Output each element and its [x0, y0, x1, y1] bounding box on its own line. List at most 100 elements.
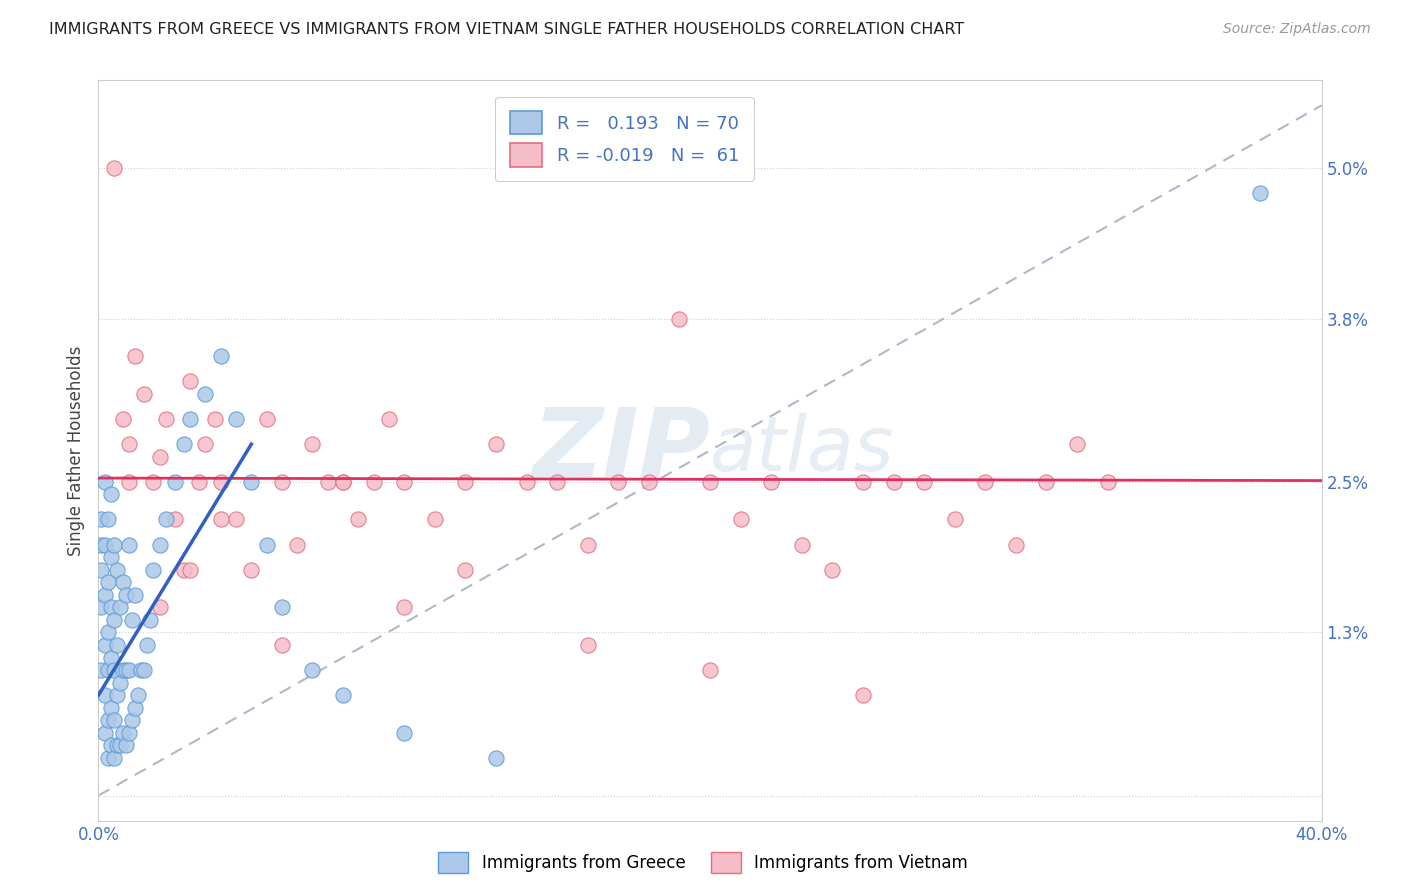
Point: [179, 375, 201, 389]
Point: [1004, 538, 1026, 552]
Point: [149, 538, 172, 552]
Point: [100, 739, 122, 753]
Point: [454, 475, 477, 489]
Point: [100, 650, 122, 665]
Point: [270, 600, 292, 615]
Point: [883, 475, 905, 489]
Point: [124, 700, 146, 714]
Point: [108, 739, 131, 753]
Point: [378, 412, 401, 426]
Point: [163, 475, 186, 489]
Point: [93, 726, 115, 740]
Point: [301, 663, 323, 677]
Point: [127, 688, 149, 702]
Point: [93, 475, 115, 489]
Point: [759, 475, 782, 489]
Point: [129, 663, 152, 677]
Point: [105, 688, 128, 702]
Point: [97, 512, 120, 526]
Point: [194, 437, 217, 451]
Point: [93, 638, 115, 652]
Point: [103, 751, 125, 765]
Point: [108, 675, 131, 690]
Point: [1066, 437, 1088, 451]
Point: [103, 161, 125, 175]
Point: [93, 588, 115, 602]
Point: [118, 663, 141, 677]
Point: [155, 412, 177, 426]
Point: [118, 475, 141, 489]
Point: [392, 726, 416, 740]
Point: [118, 538, 141, 552]
Point: [105, 563, 128, 577]
Point: [90, 538, 112, 552]
Point: [124, 588, 146, 602]
Point: [90, 600, 112, 615]
Point: [97, 713, 120, 727]
Point: [90, 563, 112, 577]
Point: [256, 412, 278, 426]
Text: atlas: atlas: [710, 414, 894, 487]
Point: [974, 475, 997, 489]
Point: [392, 475, 416, 489]
Point: [134, 387, 156, 401]
Point: [607, 475, 630, 489]
Point: [209, 349, 232, 363]
Point: [332, 688, 354, 702]
Point: [699, 475, 721, 489]
Point: [209, 512, 232, 526]
Point: [852, 475, 875, 489]
Point: [821, 563, 844, 577]
Point: [100, 487, 122, 501]
Point: [179, 563, 201, 577]
Point: [111, 663, 134, 677]
Point: [105, 739, 128, 753]
Point: [103, 613, 125, 627]
Point: [111, 575, 134, 590]
Point: [100, 600, 122, 615]
Point: [121, 713, 143, 727]
Point: [173, 563, 195, 577]
Point: [93, 538, 115, 552]
Point: [270, 638, 292, 652]
Point: [225, 412, 247, 426]
Text: Source: ZipAtlas.com: Source: ZipAtlas.com: [1223, 22, 1371, 37]
Point: [240, 563, 263, 577]
Point: [637, 475, 661, 489]
Point: [730, 512, 752, 526]
Legend: Immigrants from Greece, Immigrants from Vietnam: Immigrants from Greece, Immigrants from …: [432, 846, 974, 880]
Point: [1097, 475, 1119, 489]
Point: [149, 450, 172, 464]
Point: [316, 475, 339, 489]
Point: [1249, 186, 1271, 201]
Point: [576, 638, 599, 652]
Point: [121, 613, 143, 627]
Point: [139, 613, 162, 627]
Point: [134, 663, 156, 677]
Point: [943, 512, 966, 526]
Point: [155, 512, 177, 526]
Point: [115, 588, 138, 602]
Point: [790, 538, 813, 552]
Point: [111, 726, 134, 740]
Point: [149, 600, 172, 615]
Point: [124, 349, 146, 363]
Point: [118, 437, 141, 451]
Point: [111, 412, 134, 426]
Point: [204, 412, 226, 426]
Point: [332, 475, 354, 489]
Point: [392, 600, 416, 615]
Point: [93, 688, 115, 702]
Point: [100, 700, 122, 714]
Point: [97, 663, 120, 677]
Point: [1035, 475, 1057, 489]
Point: [105, 638, 128, 652]
Text: ZIP: ZIP: [531, 404, 710, 497]
Point: [516, 475, 538, 489]
Point: [103, 713, 125, 727]
Point: [209, 475, 232, 489]
Point: [668, 311, 690, 326]
Point: [100, 550, 122, 565]
Point: [115, 663, 138, 677]
Point: [97, 625, 120, 640]
